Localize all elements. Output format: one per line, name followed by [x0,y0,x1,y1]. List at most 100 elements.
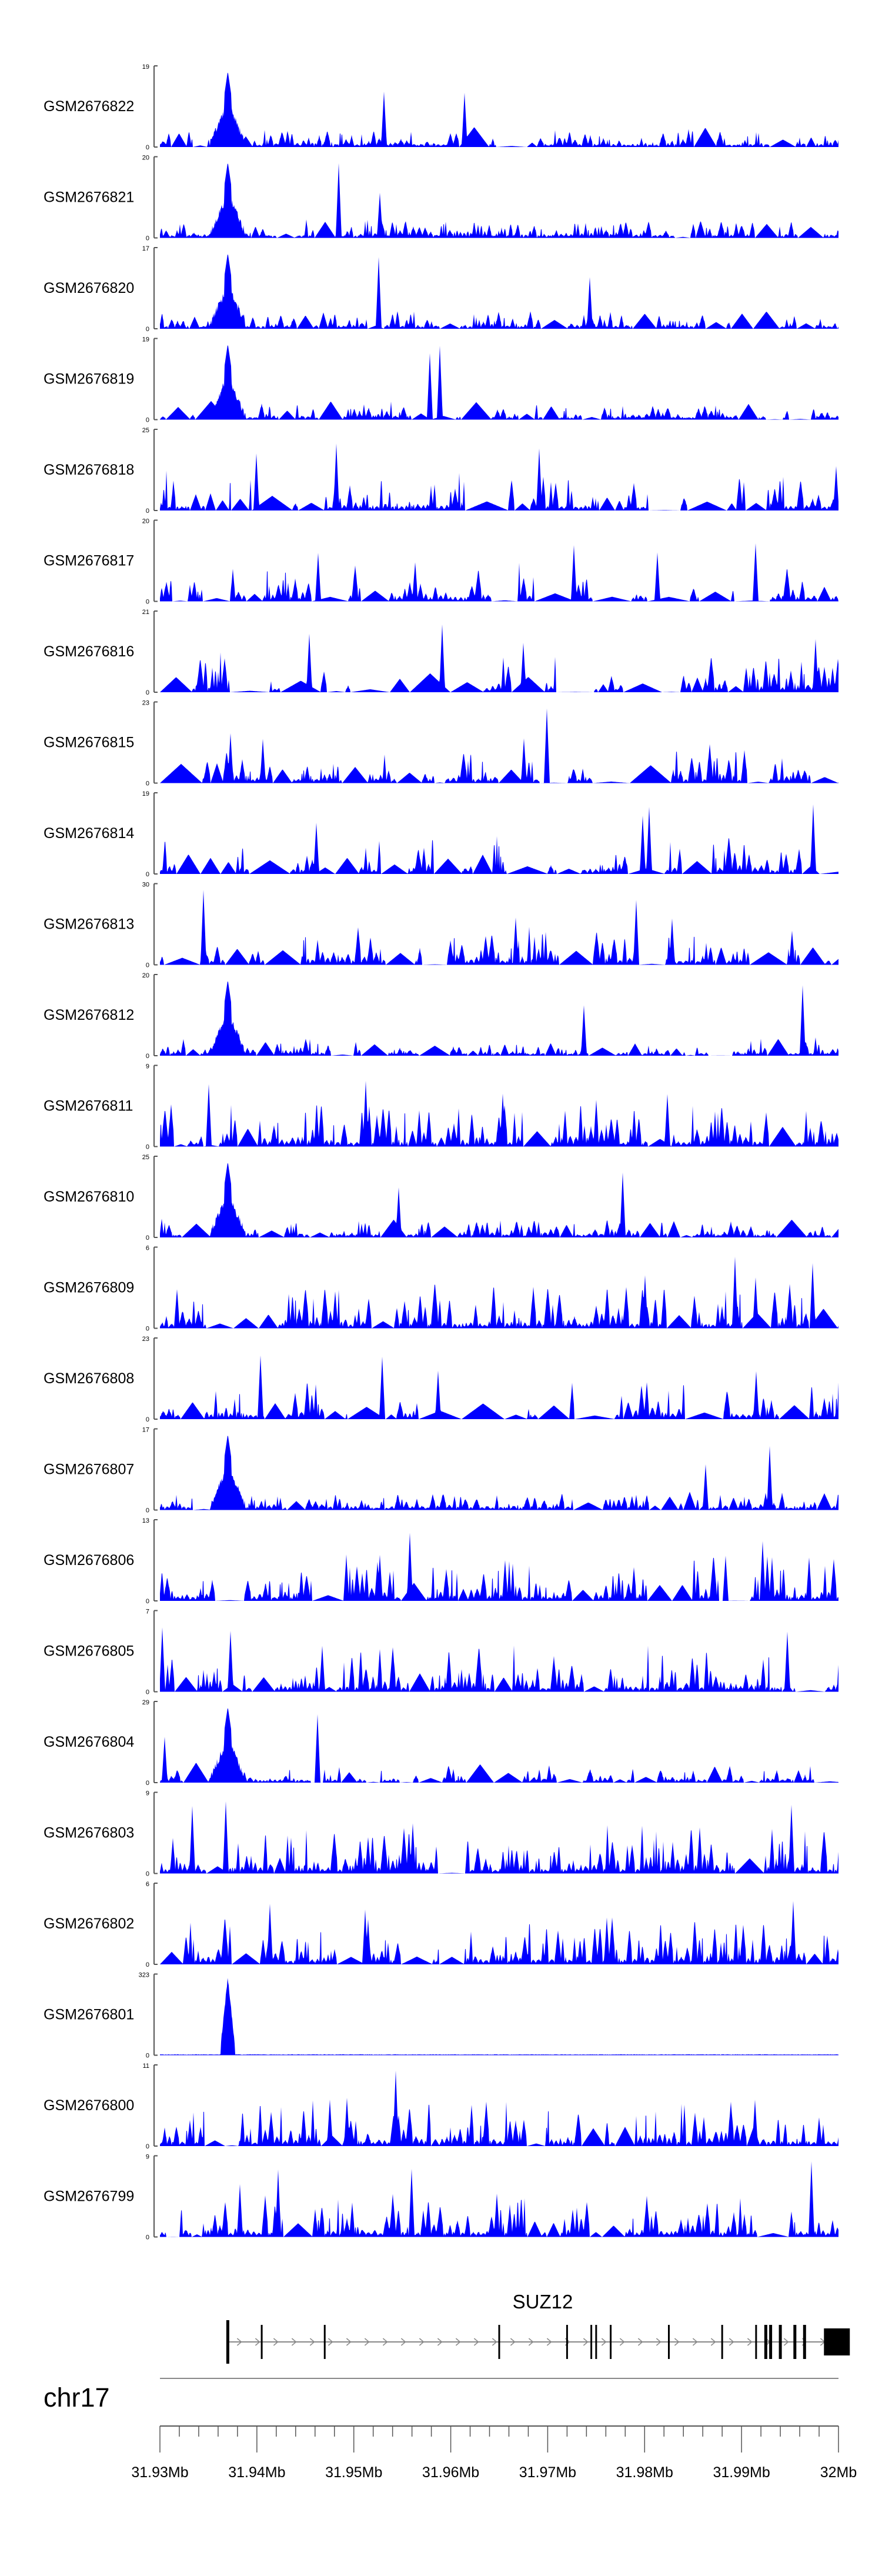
gene-exon [779,2325,782,2359]
track-label: GSM2676804 [44,1734,134,1750]
track-label: GSM2676819 [44,371,134,388]
track-GSM2676819: GSM2676819 19 0 [44,336,838,424]
track-label: GSM2676801 [44,2007,134,2023]
track-label: GSM2676816 [44,643,134,660]
track-GSM2676815: GSM2676815 23 0 [44,700,838,788]
coverage-area [160,804,838,874]
coverage-area [160,72,838,147]
track-label: GSM2676820 [44,280,134,296]
track-GSM2676813: GSM2676813 30 0 [44,882,838,969]
y-tick-max-label: 29 [142,1699,149,1706]
track-label: GSM2676802 [44,1916,134,1932]
y-tick-zero-label: 0 [146,1144,149,1151]
y-tick-max-label: 6 [146,1245,149,1252]
strand-arrow [783,2338,789,2346]
track-label: GSM2676818 [44,462,134,478]
gene-exon [260,2325,263,2359]
coverage-area [160,543,838,602]
strand-arrow [437,2338,443,2346]
track-label: GSM2676803 [44,1825,134,1841]
strand-arrow [291,2338,297,2346]
coverage-area [160,443,838,510]
track-GSM2676804: GSM2676804 29 0 [44,1699,838,1787]
gene-exon [226,2320,229,2364]
y-tick-max-label: 7 [146,1609,149,1616]
x-axis: 31.93Mb 31.94Mb 31.95Mb 31.96Mb 31.97Mb 31.98… [131,2425,857,2481]
y-tick-zero-label: 0 [146,1053,149,1060]
track-label: GSM2676814 [44,825,134,842]
track-GSM2676808: GSM2676808 23 0 [44,1336,838,1423]
y-tick-zero-label: 0 [146,871,149,878]
strand-arrow [328,2338,333,2346]
gene-exon [764,2325,767,2359]
y-tick-zero-label: 0 [146,326,149,333]
gene-exon [824,2328,850,2355]
gene-exon [755,2325,757,2359]
y-tick-max-label: 323 [139,1972,149,1979]
y-tick-zero-label: 0 [146,1416,149,1423]
x-tick-label: 31.99Mb [713,2464,770,2481]
x-tick-label: 32Mb [820,2464,857,2481]
coverage-area [160,708,838,783]
y-tick-zero-label: 0 [146,2143,149,2150]
y-tick-zero-label: 0 [146,1598,149,1605]
y-tick-zero-label: 0 [146,235,149,242]
y-tick-max-label: 20 [142,972,149,979]
strand-arrow [236,2338,242,2346]
strand-arrow [601,2338,607,2346]
strand-arrow [455,2338,461,2346]
track-GSM2676803: GSM2676803 9 0 [44,1790,838,1878]
coverage-area [160,1163,838,1237]
strand-arrow [619,2338,625,2346]
y-tick-zero-label: 0 [146,1871,149,1878]
coverage-area [160,163,838,238]
gene-exon [721,2325,723,2359]
track-GSM2676811: GSM2676811 9 0 [44,1063,838,1151]
gene-exon [668,2325,670,2359]
gene-exon [590,2325,593,2359]
coverage-area [160,2070,838,2146]
track-label: GSM2676812 [44,1007,134,1023]
strand-arrow [400,2338,406,2346]
x-tick-label: 31.94Mb [228,2464,285,2481]
track-GSM2676802: GSM2676802 6 0 [44,1881,838,1968]
coverage-area [160,981,838,1056]
track-GSM2676814: GSM2676814 19 0 [44,790,838,878]
x-tick-label: 31.95Mb [325,2464,382,2481]
track-label: GSM2676809 [44,1280,134,1296]
track-GSM2676809: GSM2676809 6 0 [44,1245,838,1333]
coverage-area [160,1978,838,2056]
track-GSM2676807: GSM2676807 17 0 [44,1427,838,1514]
gene-track: SUZ12 [226,2291,850,2364]
y-tick-zero-label: 0 [146,1780,149,1787]
track-label: GSM2676815 [44,735,134,751]
track-GSM2676816: GSM2676816 21 0 [44,609,838,696]
y-tick-zero-label: 0 [146,2053,149,2060]
strand-arrow [510,2338,516,2346]
track-label: GSM2676806 [44,1552,134,1569]
strand-arrow [364,2338,370,2346]
y-tick-max-label: 23 [142,700,149,707]
y-tick-zero-label: 0 [146,1689,149,1696]
track-label: GSM2676811 [44,1098,133,1115]
y-tick-max-label: 19 [142,790,149,798]
coverage-area [160,1533,838,1601]
y-tick-max-label: 19 [142,64,149,71]
x-tick-label: 31.98Mb [616,2464,673,2481]
strand-arrow [546,2338,552,2346]
track-label: GSM2676805 [44,1643,134,1660]
strand-arrow [309,2338,315,2346]
y-tick-zero-label: 0 [146,1326,149,1333]
track-GSM2676817: GSM2676817 20 0 [44,518,838,606]
strand-arrow [382,2338,388,2346]
y-tick-zero-label: 0 [146,417,149,424]
track-GSM2676806: GSM2676806 13 0 [44,1517,838,1605]
strand-arrow [473,2338,479,2346]
y-tick-zero-label: 0 [146,508,149,515]
gene-exon [769,2325,773,2359]
y-tick-zero-label: 0 [146,2234,149,2241]
y-tick-max-label: 19 [142,336,149,343]
gene-exon [566,2325,568,2359]
track-label: GSM2676821 [44,189,134,206]
